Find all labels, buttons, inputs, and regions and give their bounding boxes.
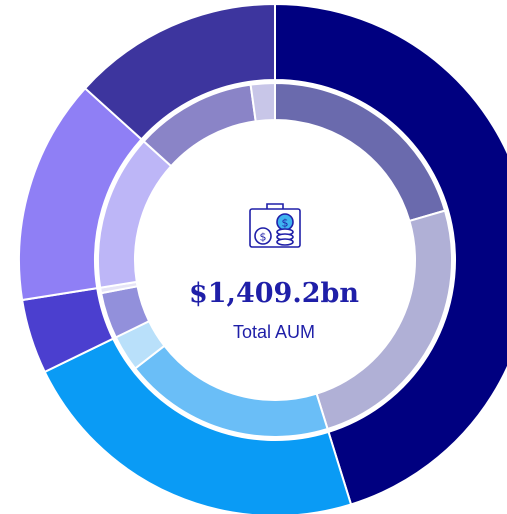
rings <box>18 2 507 514</box>
center-label: Total AUM <box>233 322 315 342</box>
svg-text:$: $ <box>282 217 289 230</box>
aum-icon: $ $ <box>249 203 301 248</box>
outer-segment <box>274 2 507 506</box>
svg-text:$: $ <box>260 231 267 244</box>
inner-segment <box>249 81 276 123</box>
center-value: $1,409.2bn <box>189 278 359 309</box>
outer-segment <box>83 2 276 141</box>
